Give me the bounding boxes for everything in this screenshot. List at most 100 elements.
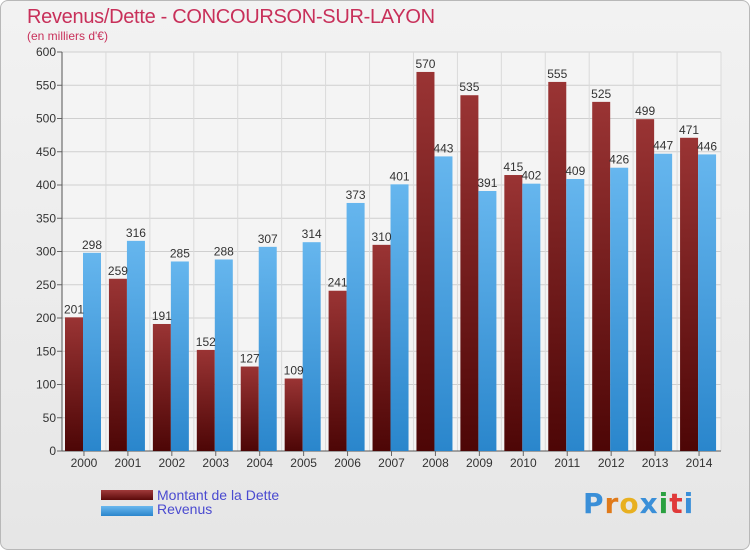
x-tick-label: 2000	[71, 456, 98, 470]
revenue-bar	[698, 154, 717, 451]
debt-bar	[240, 366, 259, 451]
x-tick-label: 2009	[466, 456, 493, 470]
debt-data-label: 241	[328, 276, 348, 290]
debt-bar	[460, 95, 479, 451]
revenue-data-label: 314	[302, 227, 322, 241]
debt-data-label: 535	[459, 80, 479, 94]
logo-letter: t	[669, 487, 684, 520]
revenue-data-label: 401	[390, 169, 410, 183]
x-tick-label: 2013	[642, 456, 669, 470]
debt-data-label: 499	[635, 104, 655, 118]
revenue-data-label: 285	[170, 246, 190, 260]
x-tick-label: 2003	[202, 456, 229, 470]
debt-data-label: 152	[196, 335, 216, 349]
debt-bar	[504, 175, 523, 451]
x-tick-label: 2002	[158, 456, 185, 470]
revenue-data-label: 298	[82, 238, 102, 252]
debt-bar	[196, 349, 215, 451]
logo-letter: i	[683, 487, 695, 520]
revenue-bar	[346, 202, 365, 451]
y-tick-label: 500	[36, 112, 56, 126]
debt-data-label: 109	[284, 364, 304, 378]
x-tick-label: 2001	[115, 456, 142, 470]
y-tick-label: 550	[36, 78, 56, 92]
chart-subtitle: (en milliers d'€)	[27, 29, 108, 43]
debt-bar	[680, 137, 699, 451]
debt-data-label: 415	[503, 160, 523, 174]
chart-title: Revenus/Dette - CONCOURSON-SUR-LAYON	[27, 6, 435, 28]
revenue-bar	[170, 261, 189, 451]
revenue-data-label: 447	[653, 139, 673, 153]
revenue-data-label: 373	[346, 188, 366, 202]
label-layer: 201 298 259 316 191 285 152 288 127 307 109 314 241 3…	[64, 57, 717, 378]
y-tick-label: 250	[36, 278, 56, 292]
x-tick-label: 2004	[246, 456, 273, 470]
revenue-bar	[566, 179, 585, 451]
logo-letter: P	[583, 487, 605, 520]
debt-bar	[108, 278, 127, 451]
logo-letter: o	[619, 487, 640, 520]
y-tick-label: 400	[36, 178, 56, 192]
x-tick-label: 2006	[334, 456, 361, 470]
debt-data-label: 310	[372, 230, 392, 244]
revenue-bar	[214, 259, 233, 451]
revenue-data-label: 288	[214, 244, 234, 258]
debt-data-label: 471	[679, 123, 699, 137]
debt-bar	[284, 378, 303, 451]
debt-data-label: 201	[64, 302, 84, 316]
y-tick-label: 150	[36, 344, 56, 358]
revenue-bar	[126, 240, 145, 451]
revenue-data-label: 316	[126, 226, 146, 240]
revenue-bar	[258, 246, 277, 451]
revenue-data-label: 307	[258, 232, 278, 246]
y-tick-label: 450	[36, 145, 56, 159]
y-tick-label: 300	[36, 245, 56, 259]
debt-bar	[328, 290, 347, 451]
debt-bar	[416, 71, 435, 451]
proxiti-logo[interactable]: Proxiti	[583, 487, 694, 520]
x-tick-label: 2011	[554, 456, 580, 470]
y-tick-label: 0	[49, 444, 56, 458]
x-tick-label: 2014	[686, 456, 713, 470]
debt-bar	[372, 244, 391, 451]
revenue-bar	[390, 184, 409, 451]
revenue-bar	[434, 156, 453, 451]
legend-revenue-swatch	[101, 506, 153, 516]
y-tick-label: 50	[43, 411, 57, 425]
revenue-data-label: 426	[609, 153, 629, 167]
debt-bar	[65, 317, 83, 451]
logo-letter: x	[639, 487, 659, 520]
revenue-bar	[654, 153, 673, 451]
revenue-data-label: 446	[697, 139, 717, 153]
debt-bar	[548, 81, 567, 452]
debt-data-label: 127	[240, 352, 260, 366]
y-tick-label: 200	[36, 311, 56, 325]
debt-bar	[636, 119, 655, 451]
y-tick-label: 600	[36, 45, 56, 59]
debt-data-label: 191	[152, 309, 172, 323]
revenue-bar	[610, 167, 629, 451]
debt-data-label: 555	[547, 67, 567, 81]
debt-data-label: 525	[591, 87, 611, 101]
x-tick-label: 2005	[290, 456, 317, 470]
legend-debt-label: Montant de la Dette	[157, 487, 280, 503]
x-tick-label: 2010	[510, 456, 537, 470]
y-tick-label: 350	[36, 211, 56, 225]
revenue-data-label: 443	[433, 141, 453, 155]
legend-debt-swatch	[101, 490, 153, 500]
revenue-bar	[302, 242, 321, 451]
logo-letter: i	[658, 487, 670, 520]
bar-layer	[65, 71, 717, 452]
debt-data-label: 259	[108, 264, 128, 278]
debt-bar	[592, 101, 611, 451]
revenue-bar	[522, 183, 541, 452]
revenue-data-label: 402	[521, 169, 541, 183]
revenue-data-label: 409	[565, 164, 585, 178]
revenue-data-label: 391	[477, 176, 497, 190]
legend-revenue-label: Revenus	[157, 501, 213, 517]
y-tick-label: 100	[36, 378, 56, 392]
x-tick-label: 2012	[598, 456, 625, 470]
x-tick-label: 2007	[378, 456, 405, 470]
